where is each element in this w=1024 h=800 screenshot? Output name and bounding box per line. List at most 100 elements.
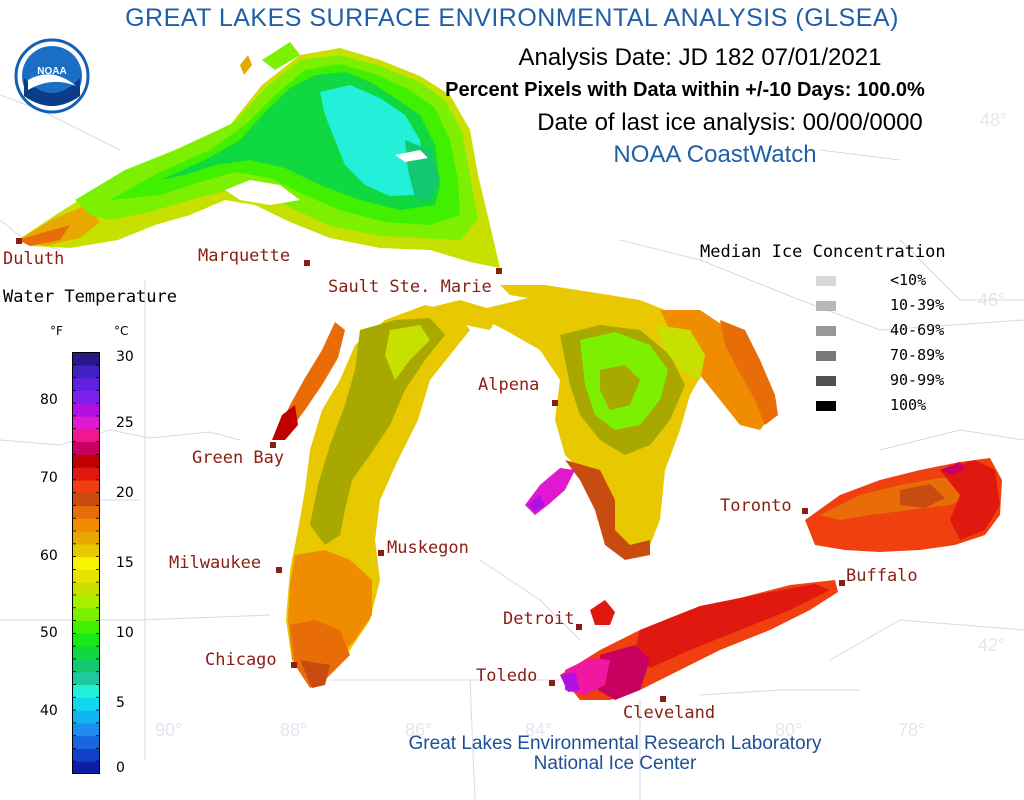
ice-legend-label: 100% [890, 396, 927, 414]
colorbar-segment [72, 710, 100, 724]
colorbar-segment [72, 761, 100, 774]
colorbar-segment [72, 633, 100, 647]
colorbar-segment [72, 518, 100, 532]
city-label-cleveland: Cleveland [623, 703, 716, 723]
lake-michigan [272, 300, 500, 688]
ice-swatch [816, 276, 836, 286]
noaa-logo-text: NOAA [37, 66, 67, 77]
water-temp-legend-title: Water Temperature [3, 287, 177, 307]
colorbar-segment [72, 479, 100, 494]
city-marker [660, 696, 666, 702]
colorbar-segment [72, 671, 100, 686]
lon-label: 88° [280, 720, 308, 740]
city-marker [839, 580, 845, 586]
lat-label: 42° [978, 635, 1006, 655]
city-marker [291, 662, 297, 668]
lake-ontario [805, 458, 1002, 552]
f-tick: 60 [40, 548, 58, 564]
city-marker [378, 550, 384, 556]
colorbar-segment [72, 364, 100, 379]
lake-st-clair [590, 600, 615, 625]
c-tick: 5 [116, 695, 125, 711]
city-label-toledo: Toledo [476, 666, 538, 686]
last-ice-analysis: Date of last ice analysis: 00/00/0000 [537, 109, 923, 136]
c-tick: 15 [116, 555, 134, 571]
source-label: NOAA CoastWatch [613, 141, 817, 168]
lon-label: 78° [898, 720, 926, 740]
unit-celsius: °C [114, 324, 129, 338]
lake-erie [560, 580, 838, 700]
city-label-chicago: Chicago [205, 650, 277, 670]
colorbar-segment [72, 684, 100, 698]
city-label-alpena: Alpena [478, 375, 540, 395]
c-tick: 0 [116, 760, 125, 776]
city-label-toronto: Toronto [720, 496, 792, 516]
city-marker [270, 442, 276, 448]
colorbar-segment [72, 543, 100, 558]
unit-fahrenheit: °F [50, 324, 63, 338]
colorbar-segment [72, 722, 100, 737]
ice-swatch [816, 326, 836, 336]
ice-legend-label: 40-69% [890, 321, 945, 339]
colorbar-segment [72, 697, 100, 711]
ice-swatch [816, 301, 836, 311]
ice-swatch [816, 351, 836, 361]
colorbar-segment [72, 646, 100, 660]
water-temp-colorbar [72, 352, 100, 774]
colorbar-segment [72, 658, 100, 673]
city-marker [576, 624, 582, 630]
f-tick: 70 [40, 470, 58, 486]
colorbar-segment [72, 569, 100, 583]
ice-legend-label: 90-99% [890, 371, 945, 389]
colorbar-segment [72, 467, 100, 481]
lake-huron [470, 285, 778, 560]
city-label-green-bay: Green Bay [192, 448, 285, 468]
lon-label: 90° [155, 720, 183, 740]
footer-nic: National Ice Center [533, 753, 697, 774]
city-marker [276, 567, 282, 573]
colorbar-segment [72, 403, 100, 417]
colorbar-segment [72, 377, 100, 391]
colorbar-segment [72, 748, 100, 762]
colorbar-segment [72, 505, 100, 519]
f-tick: 50 [40, 625, 58, 641]
city-marker [496, 268, 502, 274]
lon-label: 86° [405, 720, 433, 740]
city-label-buffalo: Buffalo [846, 566, 918, 586]
c-tick: 30 [116, 349, 134, 365]
page-title: GREAT LAKES SURFACE ENVIRONMENTAL ANALYS… [125, 4, 899, 32]
city-marker [304, 260, 310, 266]
ice-swatch [816, 401, 836, 411]
colorbar-segment [72, 556, 100, 570]
colorbar-segment [72, 428, 100, 443]
lat-label: 46° [978, 290, 1006, 310]
ice-legend-label: 10-39% [890, 296, 945, 314]
city-label-marquette: Marquette [198, 246, 291, 266]
colorbar-segment [72, 492, 100, 507]
city-marker [802, 508, 808, 514]
ice-legend-label: 70-89% [890, 346, 945, 364]
lat-label: 48° [980, 110, 1008, 130]
f-tick: 40 [40, 703, 58, 719]
ice-legend-label: <10% [890, 271, 927, 289]
noaa-logo [14, 38, 90, 114]
city-marker [549, 680, 555, 686]
colorbar-segment [72, 415, 100, 430]
city-label-duluth: Duluth [3, 249, 65, 269]
c-tick: 25 [116, 415, 134, 431]
colorbar-segment [72, 454, 100, 468]
colorbar-segment [72, 582, 100, 596]
colorbar-segment [72, 594, 100, 609]
city-marker [16, 238, 22, 244]
city-label-milwaukee: Milwaukee [169, 553, 262, 573]
c-tick: 20 [116, 485, 134, 501]
ice-swatch [816, 376, 836, 386]
c-tick: 10 [116, 625, 134, 641]
colorbar-frame [72, 352, 100, 774]
footer-glerl: Great Lakes Environmental Research Labor… [408, 733, 822, 754]
colorbar-segment [72, 390, 100, 404]
colorbar-segment [72, 531, 100, 545]
city-label-detroit: Detroit [503, 609, 575, 629]
colorbar-segment [72, 735, 100, 750]
